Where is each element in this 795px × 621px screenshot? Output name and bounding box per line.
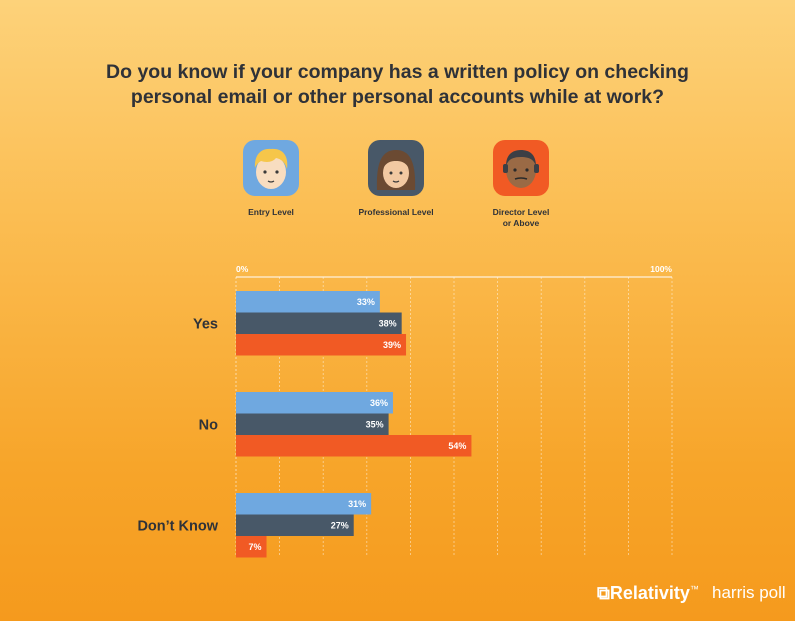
bar-entry-level-0 bbox=[236, 291, 380, 313]
x-axis-min-label: 0% bbox=[236, 264, 249, 274]
chart-title-line-1: Do you know if your company has a writte… bbox=[106, 61, 689, 83]
legend-entry-level: Entry Level bbox=[201, 140, 341, 218]
bar-professional-level-1 bbox=[236, 413, 389, 435]
legend-label-professional-level: Professional Level bbox=[358, 207, 434, 217]
relativity-logo-text: Relativity bbox=[609, 583, 690, 603]
director-level-avatar-icon bbox=[493, 140, 549, 196]
harris-poll-logo: harris poll bbox=[712, 583, 786, 602]
legend-label-entry-level: Entry Level bbox=[248, 207, 294, 217]
bar-director-level-or-above-0 bbox=[236, 334, 407, 356]
x-axis-max-label: 100% bbox=[650, 264, 672, 274]
legend-label-director-level: Director Level or Above bbox=[492, 207, 550, 228]
entry-level-avatar-icon bbox=[243, 140, 299, 196]
bar-entry-level-1 bbox=[236, 392, 393, 414]
bar-director-level-or-above-2 bbox=[236, 536, 267, 558]
chart-title-line-2: personal email or other personal account… bbox=[130, 86, 665, 108]
bar-data-label: 35% bbox=[366, 420, 384, 430]
relativity-logo-icon: ⧉ bbox=[597, 583, 610, 603]
professional-level-avatar-icon bbox=[368, 140, 424, 196]
relativity-logo: ⧉Relativity™ bbox=[597, 583, 699, 603]
bar-data-label: 39% bbox=[383, 340, 401, 350]
legend-director-level: Director Level or Above bbox=[451, 140, 591, 229]
bar-data-label: 33% bbox=[357, 297, 375, 307]
chart-title: Do you know if your company has a writte… bbox=[0, 60, 795, 110]
bar-data-label: 54% bbox=[448, 441, 466, 451]
bar-professional-level-0 bbox=[236, 312, 402, 334]
bar-data-label: 31% bbox=[348, 499, 366, 509]
bar-director-level-or-above-1 bbox=[236, 435, 472, 457]
bar-data-label: 38% bbox=[379, 319, 397, 329]
category-label: Don’t Know bbox=[137, 518, 218, 534]
bar-data-label: 7% bbox=[249, 542, 262, 552]
bar-data-label: 27% bbox=[331, 521, 349, 531]
category-label: No bbox=[199, 417, 218, 433]
bar-professional-level-2 bbox=[236, 514, 354, 536]
bar-entry-level-2 bbox=[236, 493, 372, 515]
category-label: Yes bbox=[193, 316, 218, 332]
legend-professional-level: Professional Level bbox=[326, 140, 466, 218]
bar-data-label: 36% bbox=[370, 398, 388, 408]
